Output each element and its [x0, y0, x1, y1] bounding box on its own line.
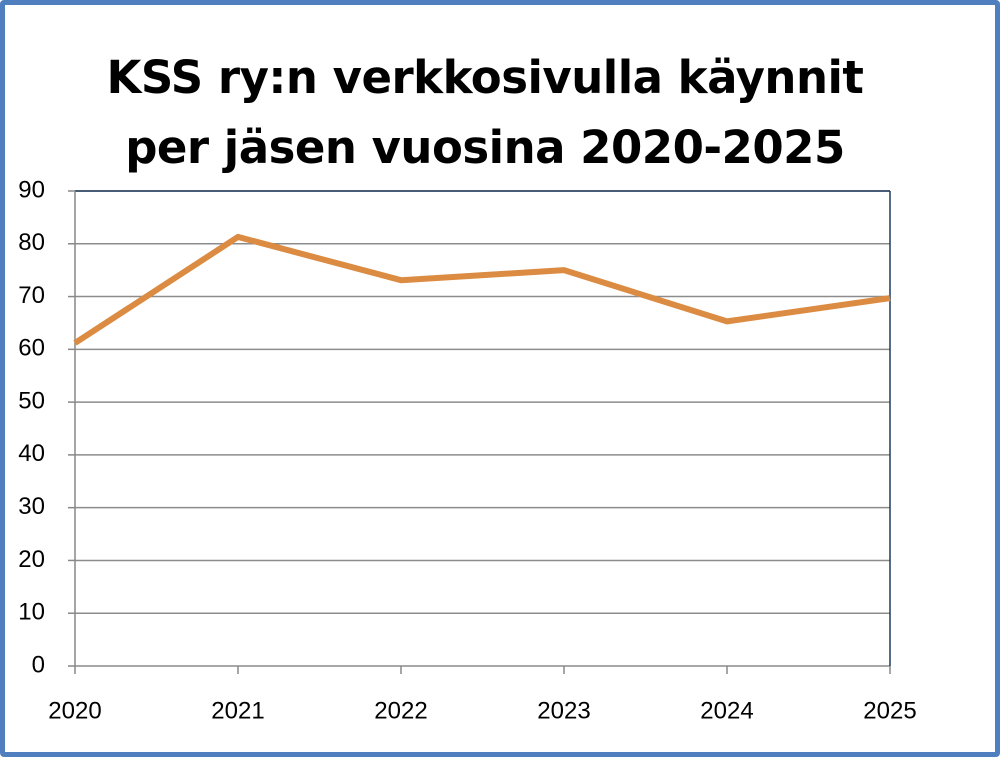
- y-tick-label: 0: [32, 651, 45, 678]
- y-tick-label: 90: [18, 176, 45, 203]
- y-tick-label: 70: [18, 282, 45, 309]
- y-tick-label: 20: [18, 546, 45, 573]
- x-tick-label: 2024: [700, 697, 753, 724]
- x-tick-label: 2023: [537, 697, 590, 724]
- y-tick-label: 40: [18, 440, 45, 467]
- y-tick-label: 10: [18, 599, 45, 626]
- x-tick-label: 2020: [48, 697, 101, 724]
- x-tick-label: 2021: [211, 697, 264, 724]
- y-tick-label: 80: [18, 229, 45, 256]
- x-tick-label: 2022: [374, 697, 427, 724]
- y-tick-label: 30: [18, 493, 45, 520]
- data-line: [73, 233, 891, 346]
- y-tick-label: 60: [18, 335, 45, 362]
- chart-title: KSS ry:n verkkosivulla käynnit per jäsen…: [106, 51, 864, 174]
- x-tick-label: 2025: [863, 697, 916, 724]
- y-tick-label: 50: [18, 387, 45, 414]
